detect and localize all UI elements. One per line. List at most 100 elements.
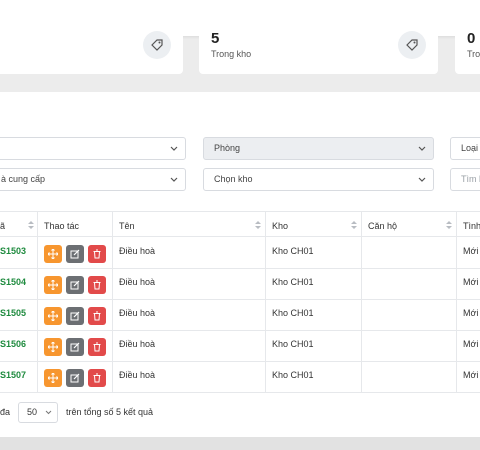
item-name: Điều hoà [119,339,156,349]
item-warehouse: Kho CH01 [272,246,314,256]
item-status: Mới [463,308,479,318]
select-value: Phòng [214,143,241,153]
move-button[interactable] [44,307,62,325]
item-status: Mới [463,277,479,287]
item-name: Điều hoà [119,246,156,256]
edit-icon [70,280,80,290]
col-header-actions: Thao tác [44,221,80,231]
edit-button[interactable] [66,307,84,325]
col-header-code[interactable]: ã [0,221,6,231]
edit-icon [70,373,80,383]
item-name: Điều hoà [119,370,156,380]
trash-icon [93,342,101,352]
sort-icon[interactable] [28,220,34,230]
col-divider [456,211,457,392]
item-code[interactable]: S1506 [0,339,27,349]
stat-card-1 [0,22,183,74]
chevron-down-icon [170,146,178,151]
edit-button[interactable] [66,338,84,356]
filter-select-1[interactable] [0,137,186,160]
col-header-status[interactable]: Tình [463,221,480,231]
trash-icon [93,373,101,383]
chevron-down-icon [170,177,178,182]
item-name: Điều hoà [119,308,156,318]
move-icon [48,280,58,290]
item-code[interactable]: S1505 [0,308,27,318]
stat-label: Trong [467,49,480,59]
move-icon [48,249,58,259]
edit-button[interactable] [66,369,84,387]
delete-button[interactable] [88,369,106,387]
row-divider [0,268,480,269]
delete-button[interactable] [88,276,106,294]
item-code[interactable]: S1504 [0,277,27,287]
chevron-down-icon [418,146,426,151]
header-divider [0,236,480,237]
col-header-name[interactable]: Tên [119,221,135,231]
stat-value: 5 [211,30,220,47]
tag-icon-container [143,31,171,59]
search-input[interactable]: Tìm k [450,168,480,191]
stat-card-3: 0 Trong [455,22,480,74]
item-warehouse: Kho CH01 [272,339,314,349]
page-footer-band [0,437,480,450]
table-border-top [0,211,480,212]
row-divider [0,361,480,362]
search-placeholder: Tìm k [461,174,480,184]
warehouse-select[interactable]: Chọn kho [203,168,434,191]
delete-button[interactable] [88,307,106,325]
col-divider [265,211,266,392]
select-value: Chọn kho [214,174,253,184]
item-status: Mới [463,246,479,256]
item-status: Mới [463,339,479,349]
select-value: à cung cấp [1,174,46,184]
col-header-apartment[interactable]: Căn hộ [368,221,398,231]
col-header-warehouse[interactable]: Kho [272,221,289,231]
edit-button[interactable] [66,276,84,294]
col-divider [361,211,362,392]
trash-icon [93,249,101,259]
stat-label: Trong kho [211,49,252,59]
col-divider [112,211,113,392]
tag-icon [406,39,418,51]
pagination-summary: trên tổng số 5 kết quả [66,407,154,417]
move-button[interactable] [44,276,62,294]
item-status: Mới [463,370,479,380]
item-code[interactable]: S1507 [0,370,27,380]
item-warehouse: Kho CH01 [272,277,314,287]
room-select[interactable]: Phòng [203,137,434,160]
move-button[interactable] [44,245,62,263]
delete-button[interactable] [88,245,106,263]
item-warehouse: Kho CH01 [272,370,314,380]
type-select[interactable]: Loại t [450,137,480,160]
move-button[interactable] [44,369,62,387]
move-icon [48,311,58,321]
col-divider [37,211,38,392]
edit-icon [70,311,80,321]
stat-value: 0 [467,30,476,47]
row-divider [0,299,480,300]
chevron-down-icon [45,410,52,415]
move-icon [48,373,58,383]
sort-icon[interactable] [351,220,357,230]
item-code[interactable]: S1503 [0,246,27,256]
move-icon [48,342,58,352]
page-size-select[interactable]: 50 [18,402,58,423]
supplier-select[interactable]: à cung cấp [0,168,186,191]
item-name: Điều hoà [119,277,156,287]
stat-card-2: 5 Trong kho [199,22,438,74]
select-value: Loại t [461,143,480,153]
page-size-value: 50 [27,407,38,417]
edit-button[interactable] [66,245,84,263]
chevron-down-icon [418,177,426,182]
delete-button[interactable] [88,338,106,356]
sort-icon[interactable] [255,220,261,230]
edit-icon [70,342,80,352]
move-button[interactable] [44,338,62,356]
pagination-prefix: đa [0,407,11,417]
tag-icon [151,39,163,51]
item-warehouse: Kho CH01 [272,308,314,318]
sort-icon[interactable] [446,220,452,230]
trash-icon [93,311,101,321]
trash-icon [93,280,101,290]
